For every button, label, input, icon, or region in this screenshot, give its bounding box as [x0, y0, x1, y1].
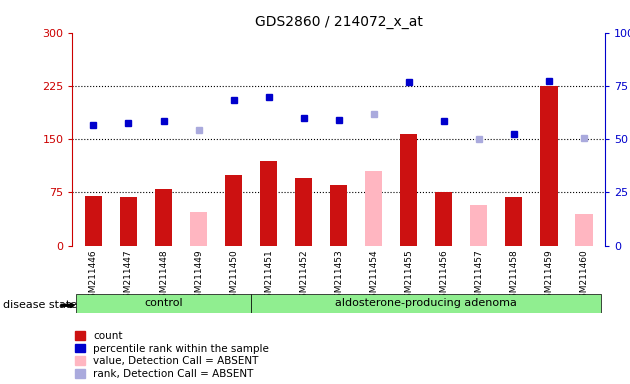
Text: GSM211455: GSM211455 [404, 250, 413, 305]
Text: GSM211449: GSM211449 [194, 250, 203, 304]
Text: GSM211450: GSM211450 [229, 250, 238, 305]
Text: GSM211446: GSM211446 [89, 250, 98, 304]
Title: GDS2860 / 214072_x_at: GDS2860 / 214072_x_at [255, 15, 423, 29]
Bar [260, 161, 277, 246]
Text: GSM211452: GSM211452 [299, 250, 308, 304]
Text: GSM211451: GSM211451 [264, 250, 273, 305]
Text: control: control [144, 298, 183, 308]
Text: GSM211459: GSM211459 [544, 250, 553, 305]
Text: GSM211457: GSM211457 [474, 250, 483, 305]
Bar [251, 294, 601, 313]
Text: GSM211460: GSM211460 [580, 250, 588, 305]
Text: GSM211447: GSM211447 [124, 250, 133, 304]
Bar [225, 175, 243, 246]
Bar [505, 197, 522, 246]
Bar [540, 86, 558, 246]
Bar [120, 197, 137, 246]
Bar [470, 205, 488, 246]
Bar [190, 212, 207, 246]
Bar [76, 294, 251, 313]
Bar [84, 196, 102, 246]
Text: GSM211456: GSM211456 [439, 250, 448, 305]
Bar [365, 171, 382, 246]
Bar [575, 214, 593, 246]
Text: disease state: disease state [3, 300, 77, 310]
Text: GSM211454: GSM211454 [369, 250, 378, 304]
Bar [330, 185, 347, 246]
Legend: count, percentile rank within the sample, value, Detection Call = ABSENT, rank, : count, percentile rank within the sample… [74, 331, 269, 379]
Bar [155, 189, 172, 246]
Bar [295, 178, 312, 246]
Text: GSM211448: GSM211448 [159, 250, 168, 304]
Bar [400, 134, 418, 246]
Text: GSM211453: GSM211453 [334, 250, 343, 305]
Text: GSM211458: GSM211458 [509, 250, 518, 305]
Text: aldosterone-producing adenoma: aldosterone-producing adenoma [335, 298, 517, 308]
Bar [435, 192, 452, 246]
